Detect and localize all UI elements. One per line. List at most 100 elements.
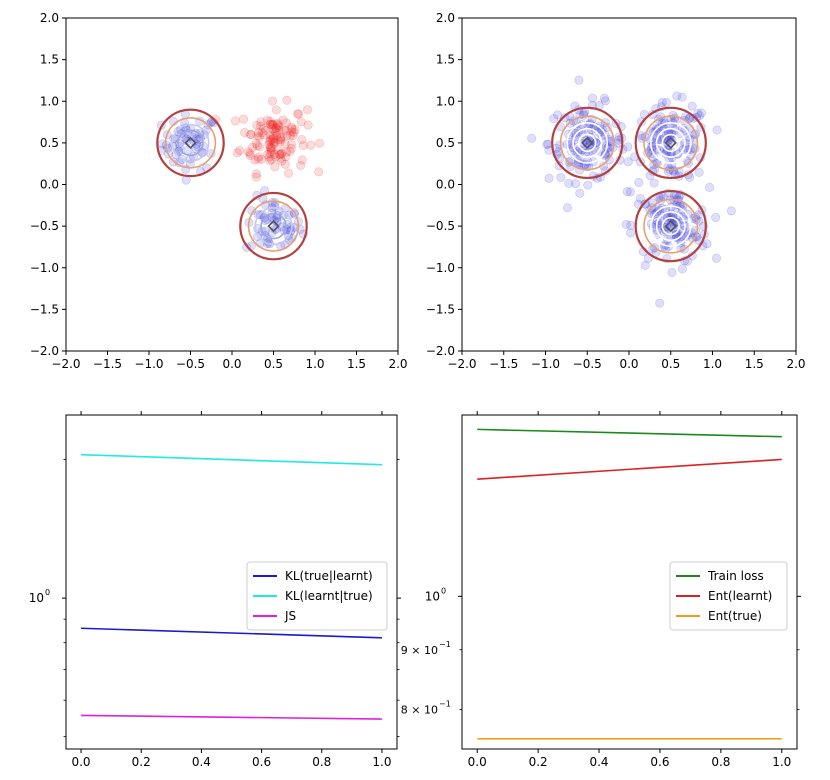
- x-tick-label: −1.5: [489, 357, 518, 371]
- data-point: [626, 228, 636, 238]
- data-point: [688, 113, 698, 123]
- contour-line: [578, 133, 597, 153]
- data-point: [267, 143, 277, 153]
- data-point: [175, 125, 185, 135]
- x-tick-label: −0.5: [176, 357, 205, 371]
- x-tick-label: −1.5: [93, 357, 122, 371]
- data-point: [277, 156, 287, 166]
- data-point: [661, 97, 671, 107]
- data-point: [264, 140, 274, 150]
- data-point: [251, 138, 261, 148]
- data-point: [694, 167, 704, 177]
- data-point: [278, 115, 288, 125]
- data-point: [273, 118, 283, 128]
- data-point: [252, 141, 262, 151]
- data-point: [232, 148, 242, 158]
- data-point: [314, 167, 324, 177]
- contour-line: [254, 207, 293, 246]
- data-point: [293, 109, 303, 119]
- data-point: [268, 124, 278, 134]
- data-point: [285, 131, 295, 141]
- data-point: [315, 138, 325, 148]
- data-point: [588, 93, 598, 103]
- panel-top-left: −2.0 −1.5 −1.0 −0.5 0.0 0.5 1.0 1.5 2.0 2.0 1.5 1.0…: [30, 11, 408, 371]
- series-lines: [477, 428, 782, 740]
- data-point: [653, 124, 663, 134]
- contour-line: [634, 106, 707, 180]
- y-tick-label: 8 × 10: [401, 703, 438, 716]
- data-point: [287, 127, 297, 137]
- data-point: [282, 147, 292, 157]
- data-point: [705, 182, 715, 192]
- contour-line: [649, 122, 692, 164]
- x-tick-label: 0.0: [468, 755, 487, 769]
- contour-line: [247, 200, 300, 252]
- data-point: [266, 146, 276, 156]
- legend-label: KL(learnt|true): [285, 589, 373, 603]
- data-point: [562, 203, 572, 213]
- axes: −2.0 −1.5 −1.0 −0.5 0.0 0.5 1.0 1.5 2.0 2.0 1.5 1.0…: [30, 11, 408, 371]
- y-tick-label: 1.5: [40, 53, 59, 67]
- data-point: [266, 154, 276, 164]
- data-point: [281, 126, 291, 136]
- data-point: [271, 123, 281, 133]
- data-point: [290, 125, 300, 135]
- data-point: [653, 124, 663, 134]
- data-point: [674, 129, 684, 139]
- y-tick-label: 10: [29, 591, 44, 605]
- data-point: [634, 178, 644, 188]
- data-point: [266, 134, 276, 144]
- data-point: [575, 148, 585, 158]
- data-point: [594, 127, 604, 137]
- data-point: [265, 143, 275, 153]
- mode-marker: [664, 136, 677, 150]
- legend-label: Train loss: [707, 569, 764, 583]
- data-point: [271, 123, 281, 133]
- data-point: [279, 125, 289, 135]
- data-point: [251, 172, 261, 182]
- data-point: [571, 179, 581, 189]
- data-point: [281, 118, 291, 128]
- data-point: [711, 213, 721, 223]
- x-tick-label: 0.4: [192, 755, 211, 769]
- data-point: [649, 178, 659, 188]
- mode-markers: [184, 136, 280, 233]
- mode-marker: [267, 219, 280, 233]
- data-point: [594, 123, 604, 133]
- data-point: [264, 137, 274, 147]
- data-point: [274, 125, 284, 135]
- data-point: [253, 131, 263, 141]
- y-tick-label: 2.0: [436, 11, 455, 25]
- data-point: [286, 143, 296, 153]
- y-tick-label-exponent: −1: [439, 640, 451, 649]
- data-point: [180, 133, 190, 143]
- data-point: [265, 116, 275, 126]
- data-point: [245, 151, 255, 161]
- data-point: [235, 146, 245, 156]
- mode-marker: [664, 219, 677, 233]
- legend-label: KL(true|learnt): [285, 569, 373, 583]
- contour-line: [655, 211, 686, 242]
- data-point: [173, 127, 183, 137]
- data-point: [549, 114, 559, 124]
- y-tick-label: −2.0: [30, 344, 59, 358]
- data-point: [265, 142, 275, 152]
- data-point: [273, 135, 283, 145]
- data-point: [555, 140, 565, 150]
- y-tick-label: −1.0: [426, 261, 455, 275]
- data-point: [581, 159, 591, 169]
- y-tick-label: 2.0: [40, 11, 59, 25]
- data-point: [294, 109, 304, 119]
- data-point: [677, 92, 687, 102]
- data-point: [275, 150, 285, 160]
- data-point: [246, 129, 256, 139]
- data-point: [267, 119, 277, 129]
- x-tick-label: −0.5: [573, 357, 602, 371]
- data-point: [542, 139, 552, 149]
- data-point: [527, 133, 537, 143]
- data-point: [271, 127, 281, 137]
- data-point: [276, 135, 286, 145]
- panel-bottom-right: 0.0 0.2 0.4 0.6 0.8 1.010 09 × 10 −18 × 10 −1 Tr…: [401, 411, 801, 769]
- x-tick-label: 0.2: [132, 755, 151, 769]
- data-point: [583, 180, 593, 190]
